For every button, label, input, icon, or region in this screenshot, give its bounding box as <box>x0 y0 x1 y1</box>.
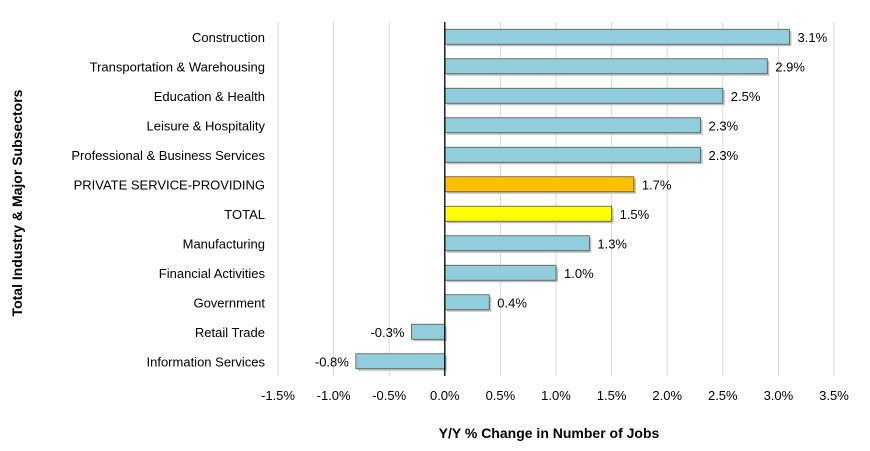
x-tick-label: 2.5% <box>708 388 738 403</box>
x-tick-label: -0.5% <box>372 388 406 403</box>
category-label: Retail Trade <box>195 325 265 340</box>
bar <box>444 294 490 311</box>
bar <box>444 117 701 134</box>
category-label: Transportation & Warehousing <box>90 59 265 74</box>
value-label: 2.3% <box>709 148 739 163</box>
category-label: Information Services <box>147 354 266 369</box>
category-label: Leisure & Hospitality <box>147 118 266 133</box>
x-tick-label: -1.0% <box>317 388 351 403</box>
bar <box>444 176 635 193</box>
category-label: Construction <box>192 30 265 45</box>
x-tick-label: 0.0% <box>430 388 460 403</box>
category-label: TOTAL <box>224 207 265 222</box>
bar <box>411 323 446 340</box>
bar <box>444 205 612 222</box>
category-label: PRIVATE SERVICE-PROVIDING <box>74 177 265 192</box>
value-label: 2.3% <box>709 118 739 133</box>
category-label: Financial Activities <box>159 266 266 281</box>
value-label: 1.5% <box>620 207 650 222</box>
x-axis-title: Y/Y % Change in Number of Jobs <box>439 425 660 441</box>
bars <box>355 28 792 371</box>
value-label: 2.5% <box>731 89 761 104</box>
x-tick-label: 2.0% <box>652 388 682 403</box>
x-tick-label: 1.0% <box>541 388 571 403</box>
category-label: Education & Health <box>154 89 265 104</box>
value-label: 3.1% <box>798 30 828 45</box>
value-label: 1.3% <box>597 236 627 251</box>
x-tick-labels: -1.5% -1.0% -0.5% 0.0% 0.5% 1.0% 1.5% 2.0% 2.5% 3… <box>261 388 849 403</box>
bar <box>444 87 724 104</box>
x-tick-label: -1.5% <box>261 388 295 403</box>
bar <box>444 146 701 163</box>
value-label: -0.3% <box>370 325 404 340</box>
category-label: Professional & Business Services <box>71 148 265 163</box>
value-label: 1.7% <box>642 177 672 192</box>
bar <box>444 235 590 252</box>
bar <box>444 28 790 45</box>
x-tick-label: 3.0% <box>764 388 794 403</box>
x-tick-label: 0.5% <box>486 388 516 403</box>
value-label: 2.9% <box>775 59 805 74</box>
value-label: -0.8% <box>315 354 349 369</box>
value-labels: 3.1% 2.9% 2.5% 2.3% 2.3% 1.7% 1.5% 1.3%1.0% 0.4%… <box>315 30 828 370</box>
gridlines <box>277 22 835 376</box>
x-tick-label: 3.5% <box>819 388 849 403</box>
y-axis-title: Total Industry & Major Subsectors <box>9 89 25 316</box>
category-label: Government <box>193 295 265 310</box>
bar <box>444 58 768 75</box>
value-label: 0.4% <box>497 295 527 310</box>
x-tick-label: 1.5% <box>597 388 627 403</box>
bar <box>355 353 446 370</box>
category-labels: Construction Transportation & Warehousing… <box>71 30 265 370</box>
bar <box>444 264 557 281</box>
category-label: Manufacturing <box>183 236 265 251</box>
value-label: 1.0% <box>564 266 594 281</box>
